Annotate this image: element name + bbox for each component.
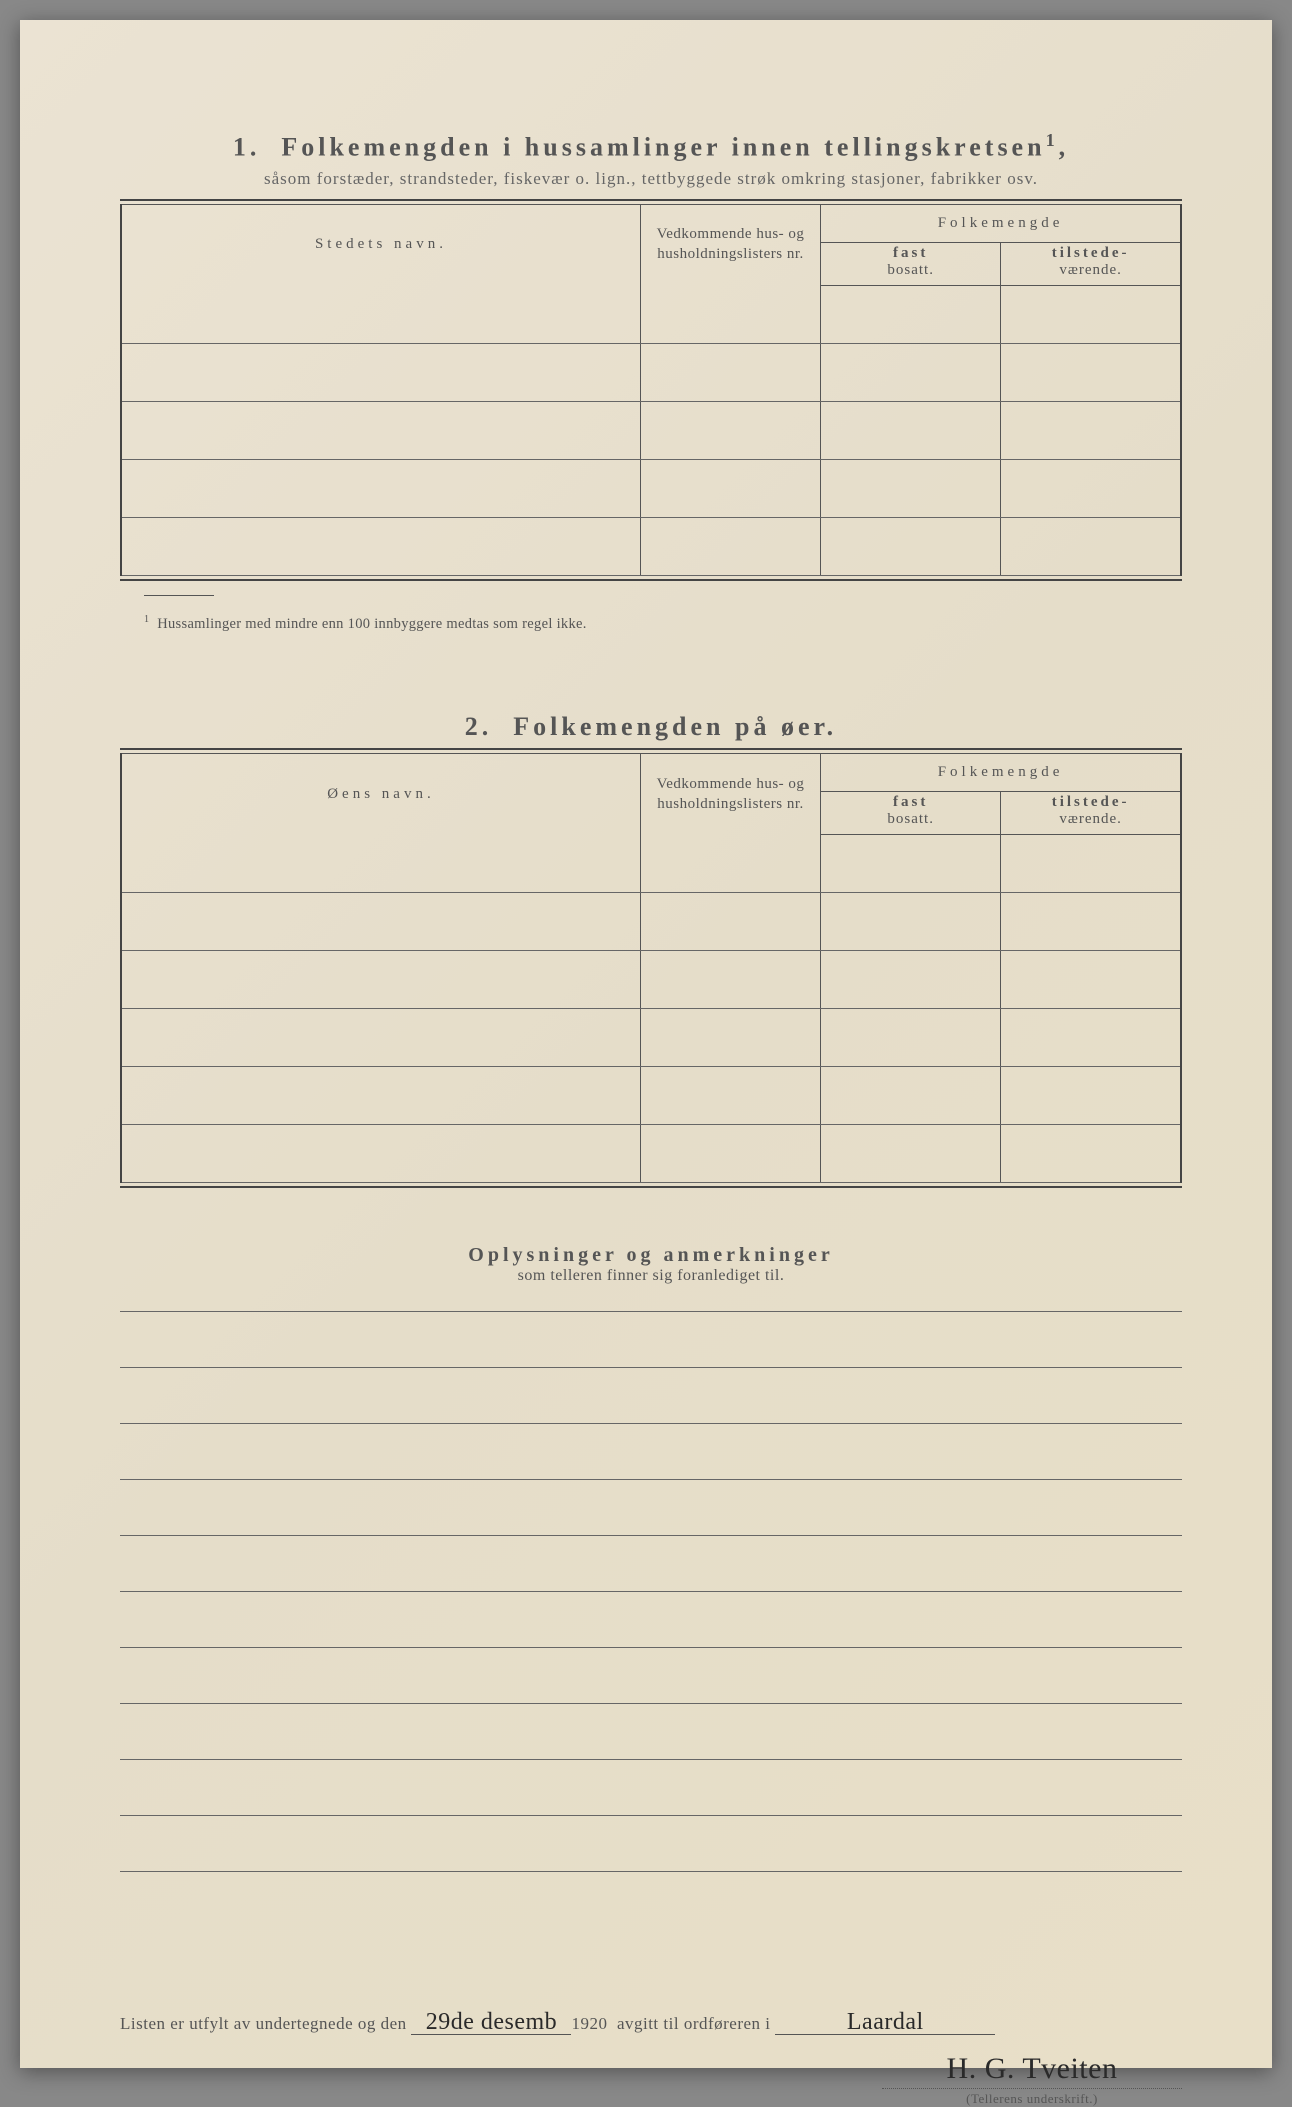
signature: H. G. Tveiten [882,2052,1182,2089]
notes-line [120,1424,1182,1480]
footnote-text: Hussamlinger med mindre enn 100 innbygge… [157,615,586,631]
section1-title-text: Folkemengden i hussamlinger innen tellin… [281,133,1045,162]
table-row [121,285,1181,343]
notes-title: Oplysninger og anmerkninger [120,1244,1182,1267]
lbl-fast: fast [893,245,928,261]
notes-section: Oplysninger og anmerkninger som telleren… [120,1244,1182,1872]
place-field: Laardal [775,2012,995,2035]
section1-subtitle: såsom forstæder, strandsteder, fiskevær … [120,169,1182,189]
lbl-vaerende: værende. [1059,262,1122,278]
signoff-text-b: avgitt til ordføreren i [617,2014,771,2033]
notes-lines [120,1311,1182,1872]
lbl-vaerende2: værende. [1059,811,1122,827]
section2: 2. Folkemengden på øer. Øens navn. Vedko… [120,712,1182,1188]
col-header-name: Stedets navn. [121,204,640,285]
section1-number: 1. [233,133,261,162]
table-row [121,459,1181,517]
col-header-fast2: fast bosatt. [821,792,1001,835]
col-header-tilstede2: tilstede- værende. [1001,792,1181,835]
table-row [121,343,1181,401]
notes-line [120,1648,1182,1704]
col-header-ref: Vedkommende hus- og husholdningslisters … [640,204,820,285]
signature-label: (Tellerens underskrift.) [882,2091,1182,2107]
lbl-bosatt2: bosatt. [887,811,934,827]
signature-area: H. G. Tveiten (Tellerens underskrift.) [882,2052,1182,2107]
notes-line [120,1704,1182,1760]
notes-line [120,1368,1182,1424]
col-header-name2: Øens navn. [121,754,640,835]
col-header-tilstede: tilstede- værende. [1001,242,1181,285]
section2-number: 2. [465,712,493,741]
lbl-tilstede: tilstede- [1052,245,1130,261]
table-row [121,835,1181,893]
table-row [121,1009,1181,1067]
table-row [121,517,1181,575]
lbl-fast2: fast [893,794,928,810]
date-field: 29de desemb [411,2012,571,2035]
section2-title: 2. Folkemengden på øer. [120,712,1182,742]
signoff-text-a: Listen er utfylt av undertegnede og den [120,2014,407,2033]
col-header-pop: Folkemengde [821,204,1181,242]
notes-line [120,1480,1182,1536]
section1-tbody [121,285,1181,575]
notes-subtitle: som telleren finner sig foranlediget til… [120,1267,1182,1285]
section1-title-sup: 1 [1046,130,1059,150]
table-row [121,951,1181,1009]
col-header-ref2: Vedkommende hus- og husholdningslisters … [640,754,820,835]
signoff: Listen er utfylt av undertegnede og den … [120,2012,1182,2035]
footnote-marker: 1 [144,614,149,625]
table-row [121,1125,1181,1183]
lbl-bosatt: bosatt. [887,262,934,278]
census-form-page: 1. Folkemengden i hussamlinger innen tel… [20,20,1272,2068]
notes-line [120,1816,1182,1872]
table-row [121,1067,1181,1125]
section1-footnote: 1 Hussamlinger med mindre enn 100 innbyg… [120,614,1182,633]
notes-line [120,1592,1182,1648]
section2-title-text: Folkemengden på øer. [513,712,837,741]
col-header-pop2: Folkemengde [821,754,1181,792]
section2-table: Øens navn. Vedkommende hus- og husholdni… [120,753,1182,1183]
section1: 1. Folkemengden i hussamlinger innen tel… [120,130,1182,632]
col-header-fast: fast bosatt. [821,242,1001,285]
table-row [121,893,1181,951]
section1-table: Stedets navn. Vedkommende hus- og hushol… [120,204,1182,576]
notes-line [120,1312,1182,1368]
table-row [121,401,1181,459]
lbl-tilstede2: tilstede- [1052,794,1130,810]
section1-title: 1. Folkemengden i hussamlinger innen tel… [120,130,1182,163]
notes-line [120,1536,1182,1592]
notes-line [120,1760,1182,1816]
year-text: 1920 [571,2014,607,2033]
footnote-rule [144,595,214,596]
section2-tbody [121,835,1181,1183]
